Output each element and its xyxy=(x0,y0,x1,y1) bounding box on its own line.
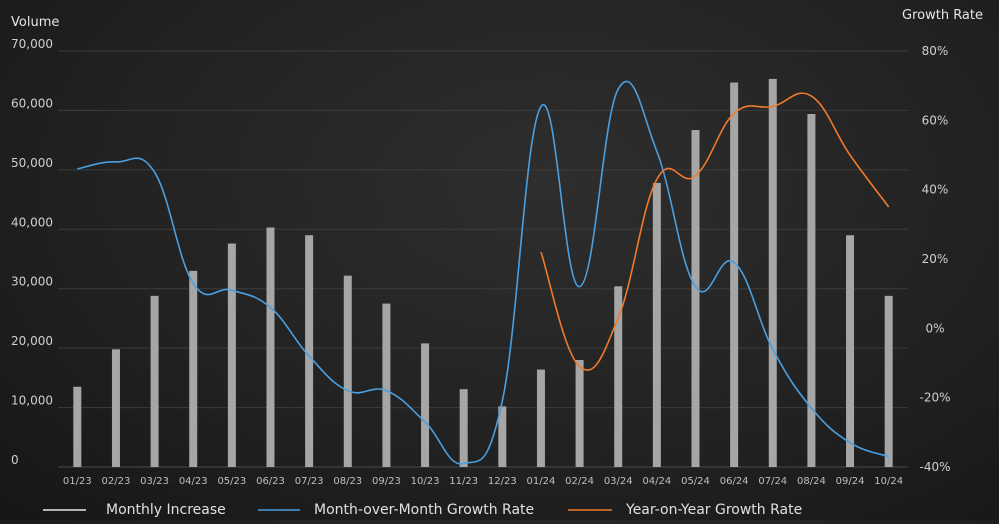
bar xyxy=(807,113,816,467)
x-tick-label: 04/24 xyxy=(642,476,671,487)
bar xyxy=(382,303,391,467)
x-tick-label: 07/24 xyxy=(758,476,787,487)
left-tick-label: 70,000 xyxy=(11,37,53,51)
bar xyxy=(575,360,584,467)
x-tick-label: 11/23 xyxy=(449,476,478,487)
bar xyxy=(73,386,82,467)
x-tick-label: 01/23 xyxy=(63,476,92,487)
legend-label-monthly-increase: Monthly Increase xyxy=(106,502,226,518)
x-tick-label: 02/24 xyxy=(565,476,594,487)
bar xyxy=(227,243,236,467)
bar xyxy=(884,295,893,467)
x-tick-label: 04/23 xyxy=(179,476,208,487)
legend-label-month-over-month-growth-rate: Month-over-Month Growth Rate xyxy=(314,502,534,518)
bar xyxy=(421,343,430,467)
bar xyxy=(343,275,352,467)
left-tick-label: 50,000 xyxy=(11,156,53,170)
x-tick-label: 01/24 xyxy=(527,476,556,487)
bar xyxy=(498,406,507,467)
axes: Volume Growth Rate 0 10,000 20,000 30,000 40… xyxy=(11,8,983,487)
left-tick-label: 20,000 xyxy=(11,334,53,348)
x-tick-label: 03/24 xyxy=(604,476,633,487)
right-tick-label: 20% xyxy=(922,252,949,266)
bar-series-monthly-increase xyxy=(73,78,893,468)
bar xyxy=(614,286,623,467)
x-tick-label: 03/23 xyxy=(140,476,169,487)
right-tick-label: 40% xyxy=(922,183,949,197)
bar xyxy=(768,78,777,467)
left-tick-label: 10,000 xyxy=(11,394,53,408)
bar xyxy=(536,369,545,467)
bar xyxy=(189,270,198,467)
x-tick-label: 06/23 xyxy=(256,476,285,487)
x-tick-label: 06/24 xyxy=(720,476,749,487)
x-tick-label: 05/24 xyxy=(681,476,710,487)
bar xyxy=(846,235,855,467)
x-tick-label: 12/23 xyxy=(488,476,517,487)
legend: Monthly Increase Month-over-Month Growth … xyxy=(43,502,802,518)
legend-label-year-on-year-growth-rate: Year-on-Year Growth Rate xyxy=(625,502,802,518)
bar xyxy=(150,295,159,467)
left-axis-title: Volume xyxy=(11,15,59,30)
x-tick-label: 08/24 xyxy=(797,476,826,487)
x-tick-label: 09/23 xyxy=(372,476,401,487)
bar xyxy=(652,182,661,467)
line-series-layer xyxy=(77,80,890,465)
bar xyxy=(691,130,700,468)
x-tick-label: 07/23 xyxy=(295,476,324,487)
left-tick-label: 0 xyxy=(11,453,19,467)
line-year-on-year-growth-rate xyxy=(540,92,890,371)
right-tick-label: 80% xyxy=(922,44,949,58)
x-tick-label: 08/23 xyxy=(333,476,362,487)
x-tick-label: 05/23 xyxy=(217,476,246,487)
left-tick-label: 30,000 xyxy=(11,275,53,289)
x-tick-label: 09/24 xyxy=(836,476,865,487)
x-tick-label: 02/23 xyxy=(102,476,131,487)
bar xyxy=(305,235,314,467)
bar xyxy=(266,227,275,467)
x-tick-label: 10/23 xyxy=(411,476,440,487)
bar xyxy=(730,82,739,468)
right-tick-label: -20% xyxy=(919,391,950,405)
bar xyxy=(111,349,120,467)
right-tick-label: 0% xyxy=(925,321,944,335)
left-tick-label: 40,000 xyxy=(11,215,53,229)
x-tick-label: 10/24 xyxy=(874,476,903,487)
bar xyxy=(459,389,468,467)
right-tick-label: 60% xyxy=(922,113,949,127)
left-tick-label: 60,000 xyxy=(11,96,53,110)
line-month-over-month-growth-rate xyxy=(77,80,889,465)
right-axis-title: Growth Rate xyxy=(902,8,983,23)
gridlines xyxy=(58,50,908,468)
right-tick-label: -40% xyxy=(919,460,950,474)
